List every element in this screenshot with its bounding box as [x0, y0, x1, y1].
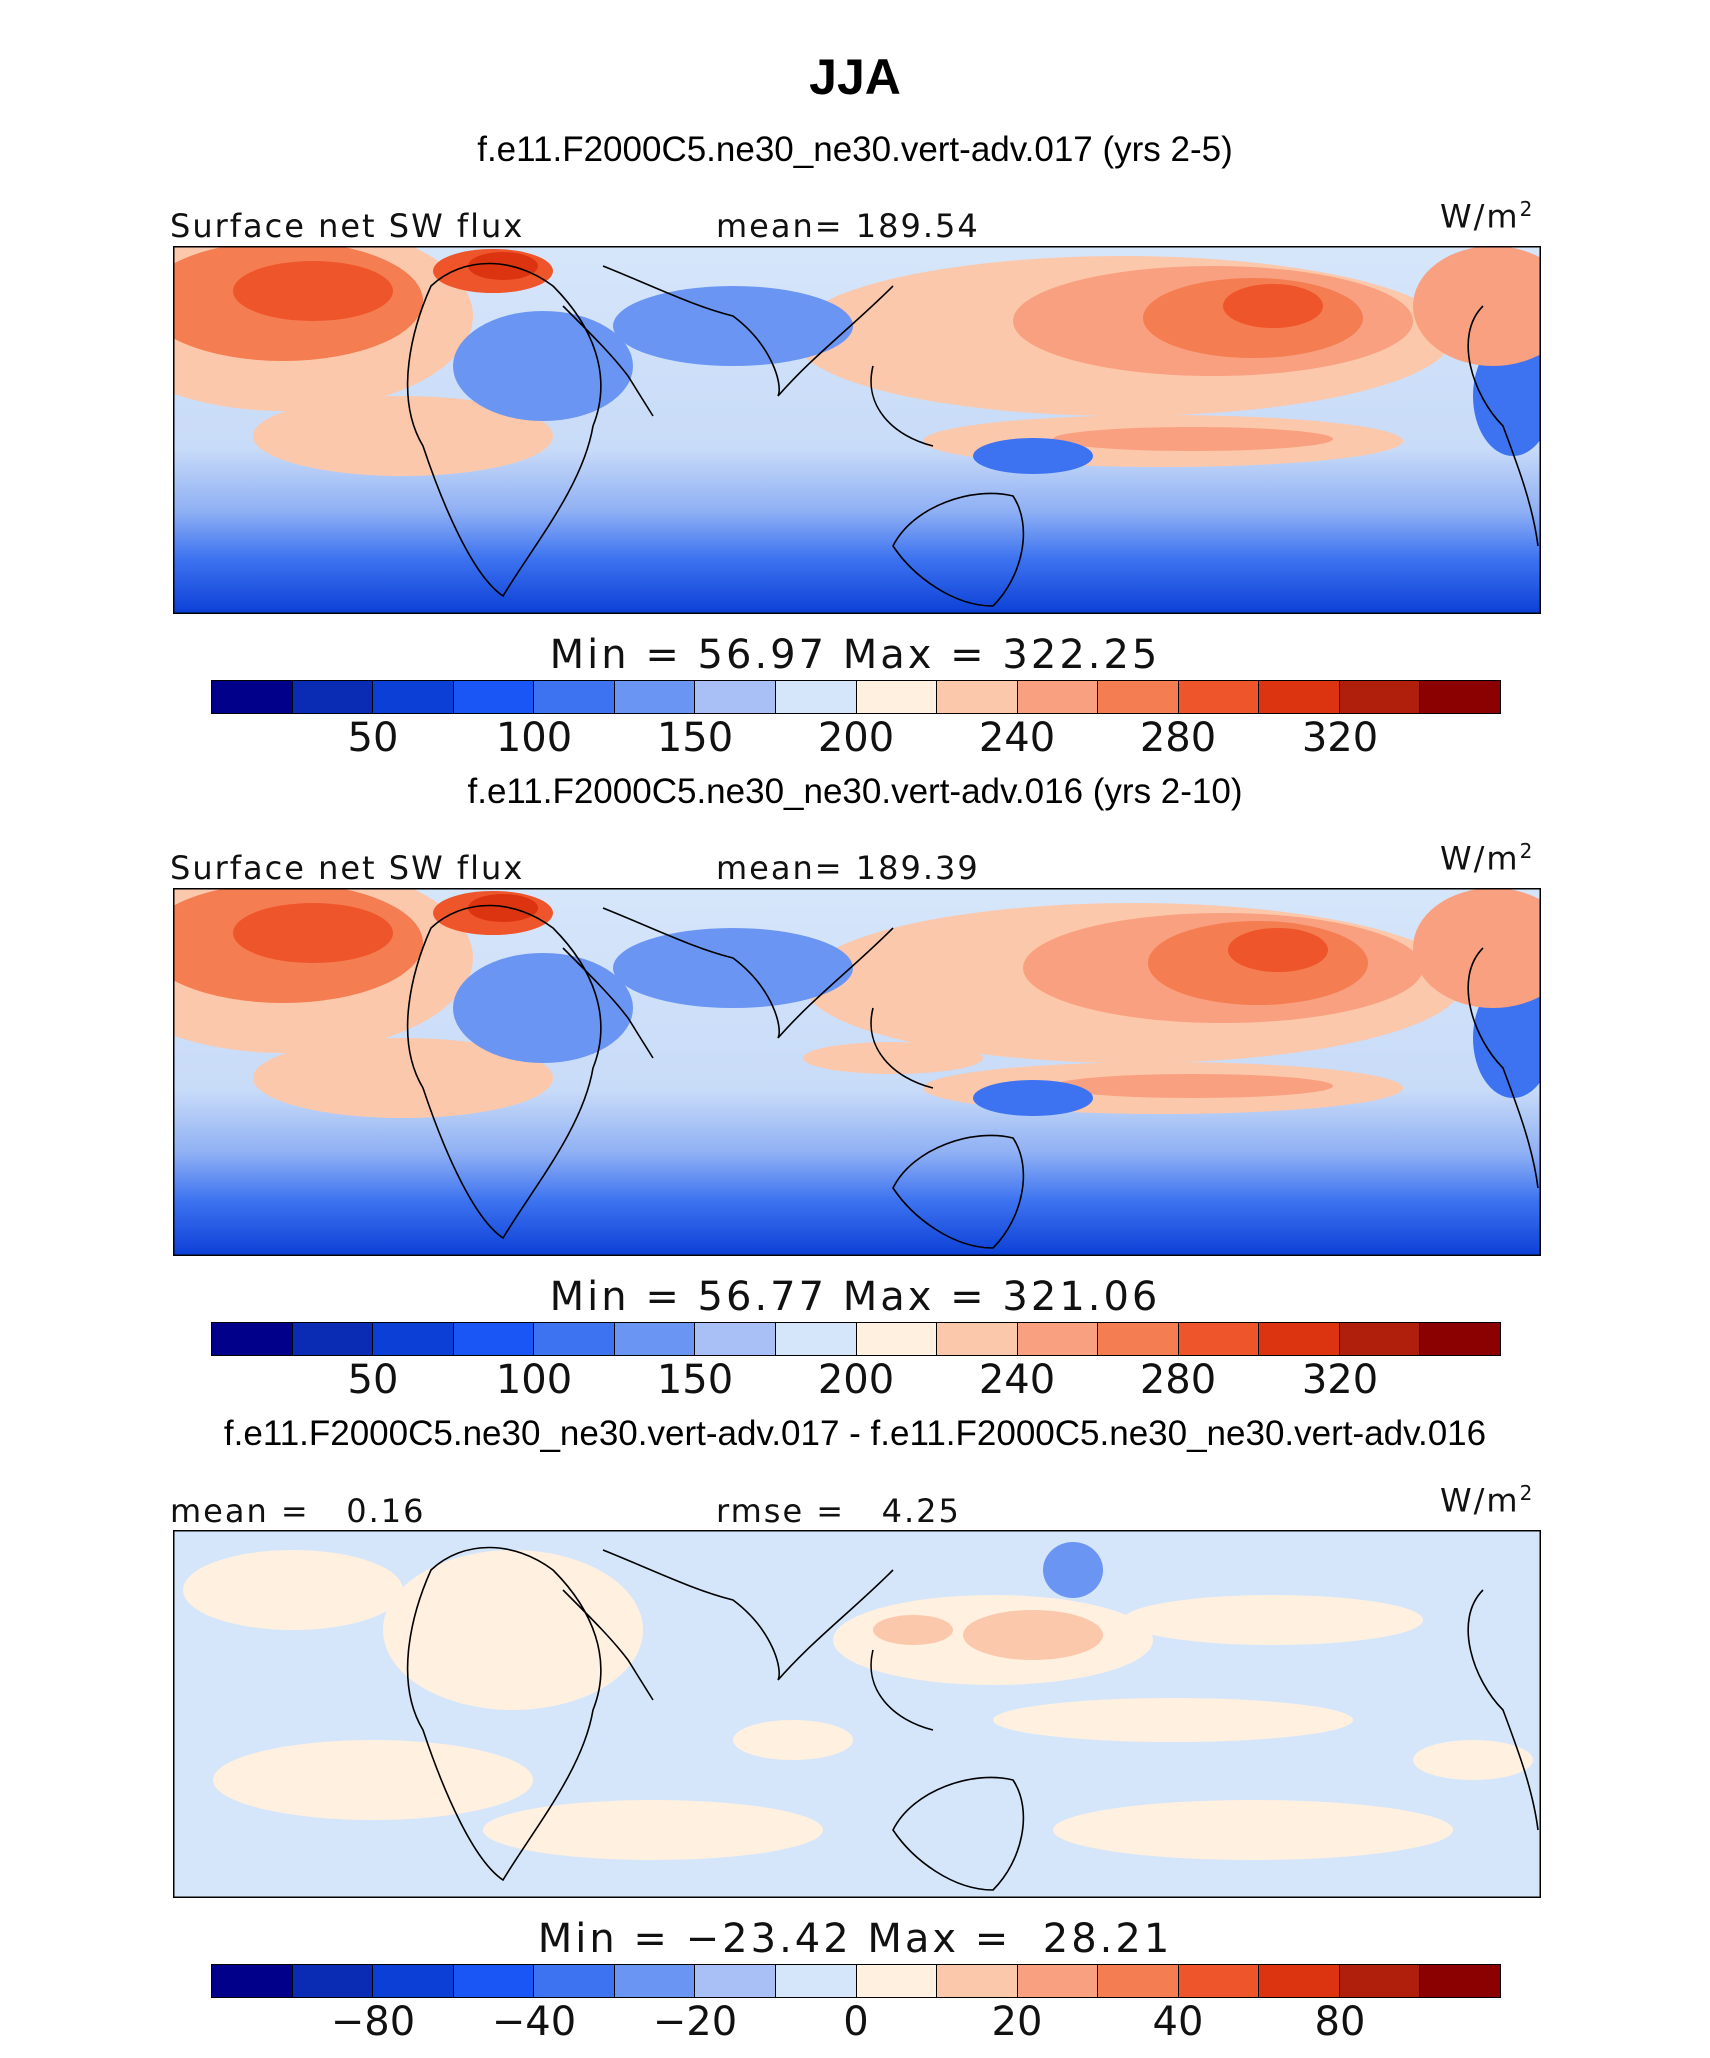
panel-1-tick: 150 — [656, 715, 734, 761]
colorbar-swatch — [775, 1323, 857, 1355]
panel-3-tick: 20 — [991, 1999, 1043, 2045]
panel-2-variable-label: Surface net SW flux — [170, 849, 525, 887]
colorbar-swatch — [1178, 681, 1260, 713]
colorbar-swatch — [212, 1965, 293, 1997]
panel-1-tick: 320 — [1301, 715, 1379, 761]
panel-1-tick: 240 — [978, 715, 1056, 761]
colorbar-swatch — [856, 1323, 938, 1355]
colorbar-swatch — [1339, 681, 1421, 713]
colorbar-swatch — [614, 1965, 696, 1997]
colorbar-swatch — [614, 1323, 696, 1355]
colorbar-swatch — [856, 1965, 938, 1997]
panel-3-map — [173, 1530, 1541, 1898]
panel-2-tick: 320 — [1301, 1357, 1379, 1403]
colorbar-swatch — [614, 681, 696, 713]
colorbar-swatch — [292, 1323, 374, 1355]
panel-3-coastlines — [406, 1546, 1539, 1891]
colorbar-swatch — [453, 681, 535, 713]
panel-2-tick: 100 — [495, 1357, 573, 1403]
panel-2-colorbar — [211, 1322, 1501, 1356]
panel-2-map — [93, 863, 1573, 1256]
colorbar-swatch — [453, 1965, 535, 1997]
colorbar-swatch — [534, 1323, 615, 1355]
colorbar-swatch — [212, 1323, 293, 1355]
colorbar-swatch — [1178, 1323, 1260, 1355]
panel-2-min-max: Min = 56.77 Max = 321.06 — [549, 1274, 1161, 1320]
colorbar-swatch — [373, 1323, 454, 1355]
panel-1-colorbar — [211, 680, 1501, 714]
panel-3-tick: −80 — [330, 1999, 416, 2045]
panel-3-colorbar — [211, 1964, 1501, 1998]
colorbar-swatch — [1339, 1323, 1421, 1355]
panel-1-mean-label: mean= 189.54 — [716, 207, 980, 245]
colorbar-swatch — [1017, 681, 1099, 713]
colorbar-swatch — [1420, 681, 1500, 713]
panel-3-case-title: f.e11.F2000C5.ne30_ne30.vert-adv.017 - f… — [223, 1414, 1487, 1453]
colorbar-swatch — [856, 681, 938, 713]
colorbar-swatch — [695, 1323, 776, 1355]
colorbar-swatch — [775, 681, 857, 713]
colorbar-swatch — [695, 1965, 776, 1997]
panel-2-tick: 50 — [347, 1357, 399, 1403]
panel-3-tick: 80 — [1314, 1999, 1366, 2045]
panel-1-case-title: f.e11.F2000C5.ne30_ne30.vert-adv.017 (yr… — [477, 130, 1233, 169]
panel-3-mean-label: mean = 0.16 — [170, 1492, 426, 1530]
colorbar-swatch — [1098, 1323, 1179, 1355]
panel-2-tick: 240 — [978, 1357, 1056, 1403]
panel-1-tick: 200 — [817, 715, 895, 761]
panel-1-min-max: Min = 56.97 Max = 322.25 — [549, 632, 1161, 678]
panel-1-tick: 100 — [495, 715, 573, 761]
colorbar-swatch — [534, 1965, 615, 1997]
colorbar-swatch — [1017, 1323, 1099, 1355]
colorbar-swatch — [373, 1965, 454, 1997]
colorbar-swatch — [1017, 1965, 1099, 1997]
panel-3-tick: −20 — [652, 1999, 738, 2045]
colorbar-swatch — [1259, 1323, 1340, 1355]
colorbar-swatch — [695, 681, 776, 713]
colorbar-swatch — [292, 1965, 374, 1997]
panel-1-tick: 280 — [1139, 715, 1217, 761]
colorbar-swatch — [212, 681, 293, 713]
panel-1-map — [93, 221, 1573, 614]
colorbar-swatch — [1178, 1965, 1260, 1997]
panel-2-tick: 200 — [817, 1357, 895, 1403]
colorbar-swatch — [1339, 1965, 1421, 1997]
colorbar-swatch — [1098, 1965, 1179, 1997]
panel-1-units: W/m2 — [1440, 197, 1535, 236]
colorbar-swatch — [1420, 1965, 1500, 1997]
colorbar-swatch — [1420, 1323, 1500, 1355]
panel-1-tick: 50 — [347, 715, 399, 761]
panel-3-min-max: Min = −23.42 Max = 28.21 — [537, 1916, 1173, 1962]
panel-1-variable-label: Surface net SW flux — [170, 207, 525, 245]
panel-1-field-shapes — [93, 221, 1573, 476]
panel-2-units: W/m2 — [1440, 839, 1535, 878]
colorbar-swatch — [775, 1965, 857, 1997]
colorbar-swatch — [534, 681, 615, 713]
colorbar-swatch — [1098, 681, 1179, 713]
panel-3-tick: 40 — [1152, 1999, 1204, 2045]
panel-2-coastlines — [406, 904, 1539, 1249]
panel-2-tick: 150 — [656, 1357, 734, 1403]
colorbar-swatch — [1259, 1965, 1340, 1997]
panel-3-tick: 0 — [843, 1999, 869, 2045]
colorbar-swatch — [292, 681, 374, 713]
panel-3-field-shapes — [183, 1542, 1533, 1860]
panel-1-coastlines — [406, 262, 1539, 607]
colorbar-swatch — [937, 1965, 1018, 1997]
colorbar-swatch — [453, 1323, 535, 1355]
figure-title: JJA — [809, 49, 901, 105]
panel-2-tick: 280 — [1139, 1357, 1217, 1403]
colorbar-swatch — [373, 681, 454, 713]
colorbar-swatch — [937, 1323, 1018, 1355]
panel-3-rmse-label: rmse = 4.25 — [716, 1492, 961, 1530]
panel-2-case-title: f.e11.F2000C5.ne30_ne30.vert-adv.016 (yr… — [467, 772, 1243, 811]
panel-2-mean-label: mean= 189.39 — [716, 849, 980, 887]
panel-3-tick: −40 — [491, 1999, 577, 2045]
colorbar-swatch — [937, 681, 1018, 713]
panel-3-units: W/m2 — [1440, 1481, 1535, 1520]
panel-2-field-shapes — [93, 863, 1573, 1118]
colorbar-swatch — [1259, 681, 1340, 713]
